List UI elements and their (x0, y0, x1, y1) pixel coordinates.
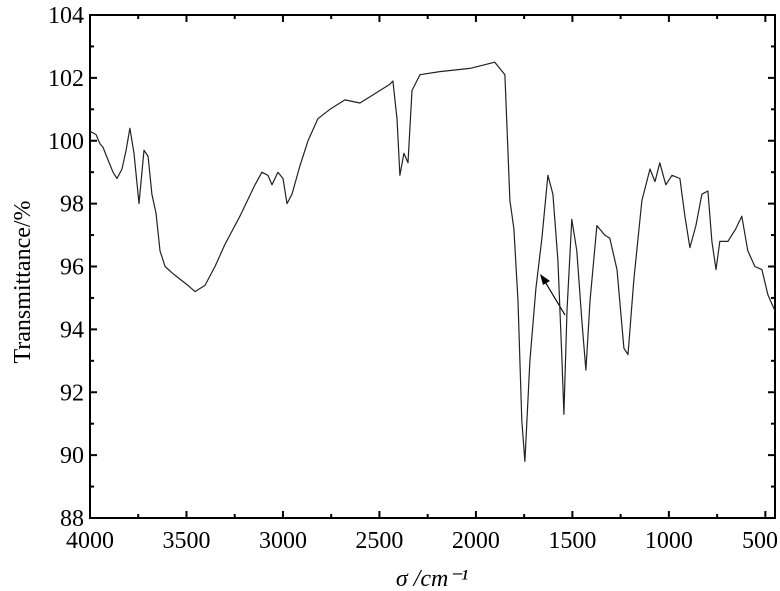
y-tick-label: 98 (60, 192, 84, 218)
x-tick-label: 3500 (162, 528, 210, 554)
x-axis-label: σ /cm⁻¹ (396, 566, 468, 591)
spectrum-line (89, 61, 776, 462)
arrow-head (540, 274, 550, 285)
y-tick-label: 100 (48, 129, 84, 155)
x-tick-label: 500 (742, 528, 778, 554)
x-tick-label: 2000 (452, 528, 500, 554)
y-tick-label: 104 (48, 3, 84, 29)
y-tick-label: 94 (60, 317, 84, 343)
annotation-arrow (543, 279, 566, 316)
x-tick-label: 4000 (66, 528, 114, 554)
x-tick-label: 2500 (355, 528, 403, 554)
y-tick-label: 92 (60, 380, 84, 406)
y-tick-label: 88 (60, 506, 84, 532)
y-tick-label: 96 (60, 255, 84, 281)
plot-frame (89, 14, 776, 519)
y-axis-label: Transmittance/% (10, 200, 36, 363)
x-tick-label: 3000 (259, 528, 307, 554)
x-tick-label: 1000 (645, 528, 693, 554)
y-tick-label: 102 (48, 66, 84, 92)
x-tick-label: 1500 (548, 528, 596, 554)
y-tick-label: 90 (60, 443, 84, 469)
